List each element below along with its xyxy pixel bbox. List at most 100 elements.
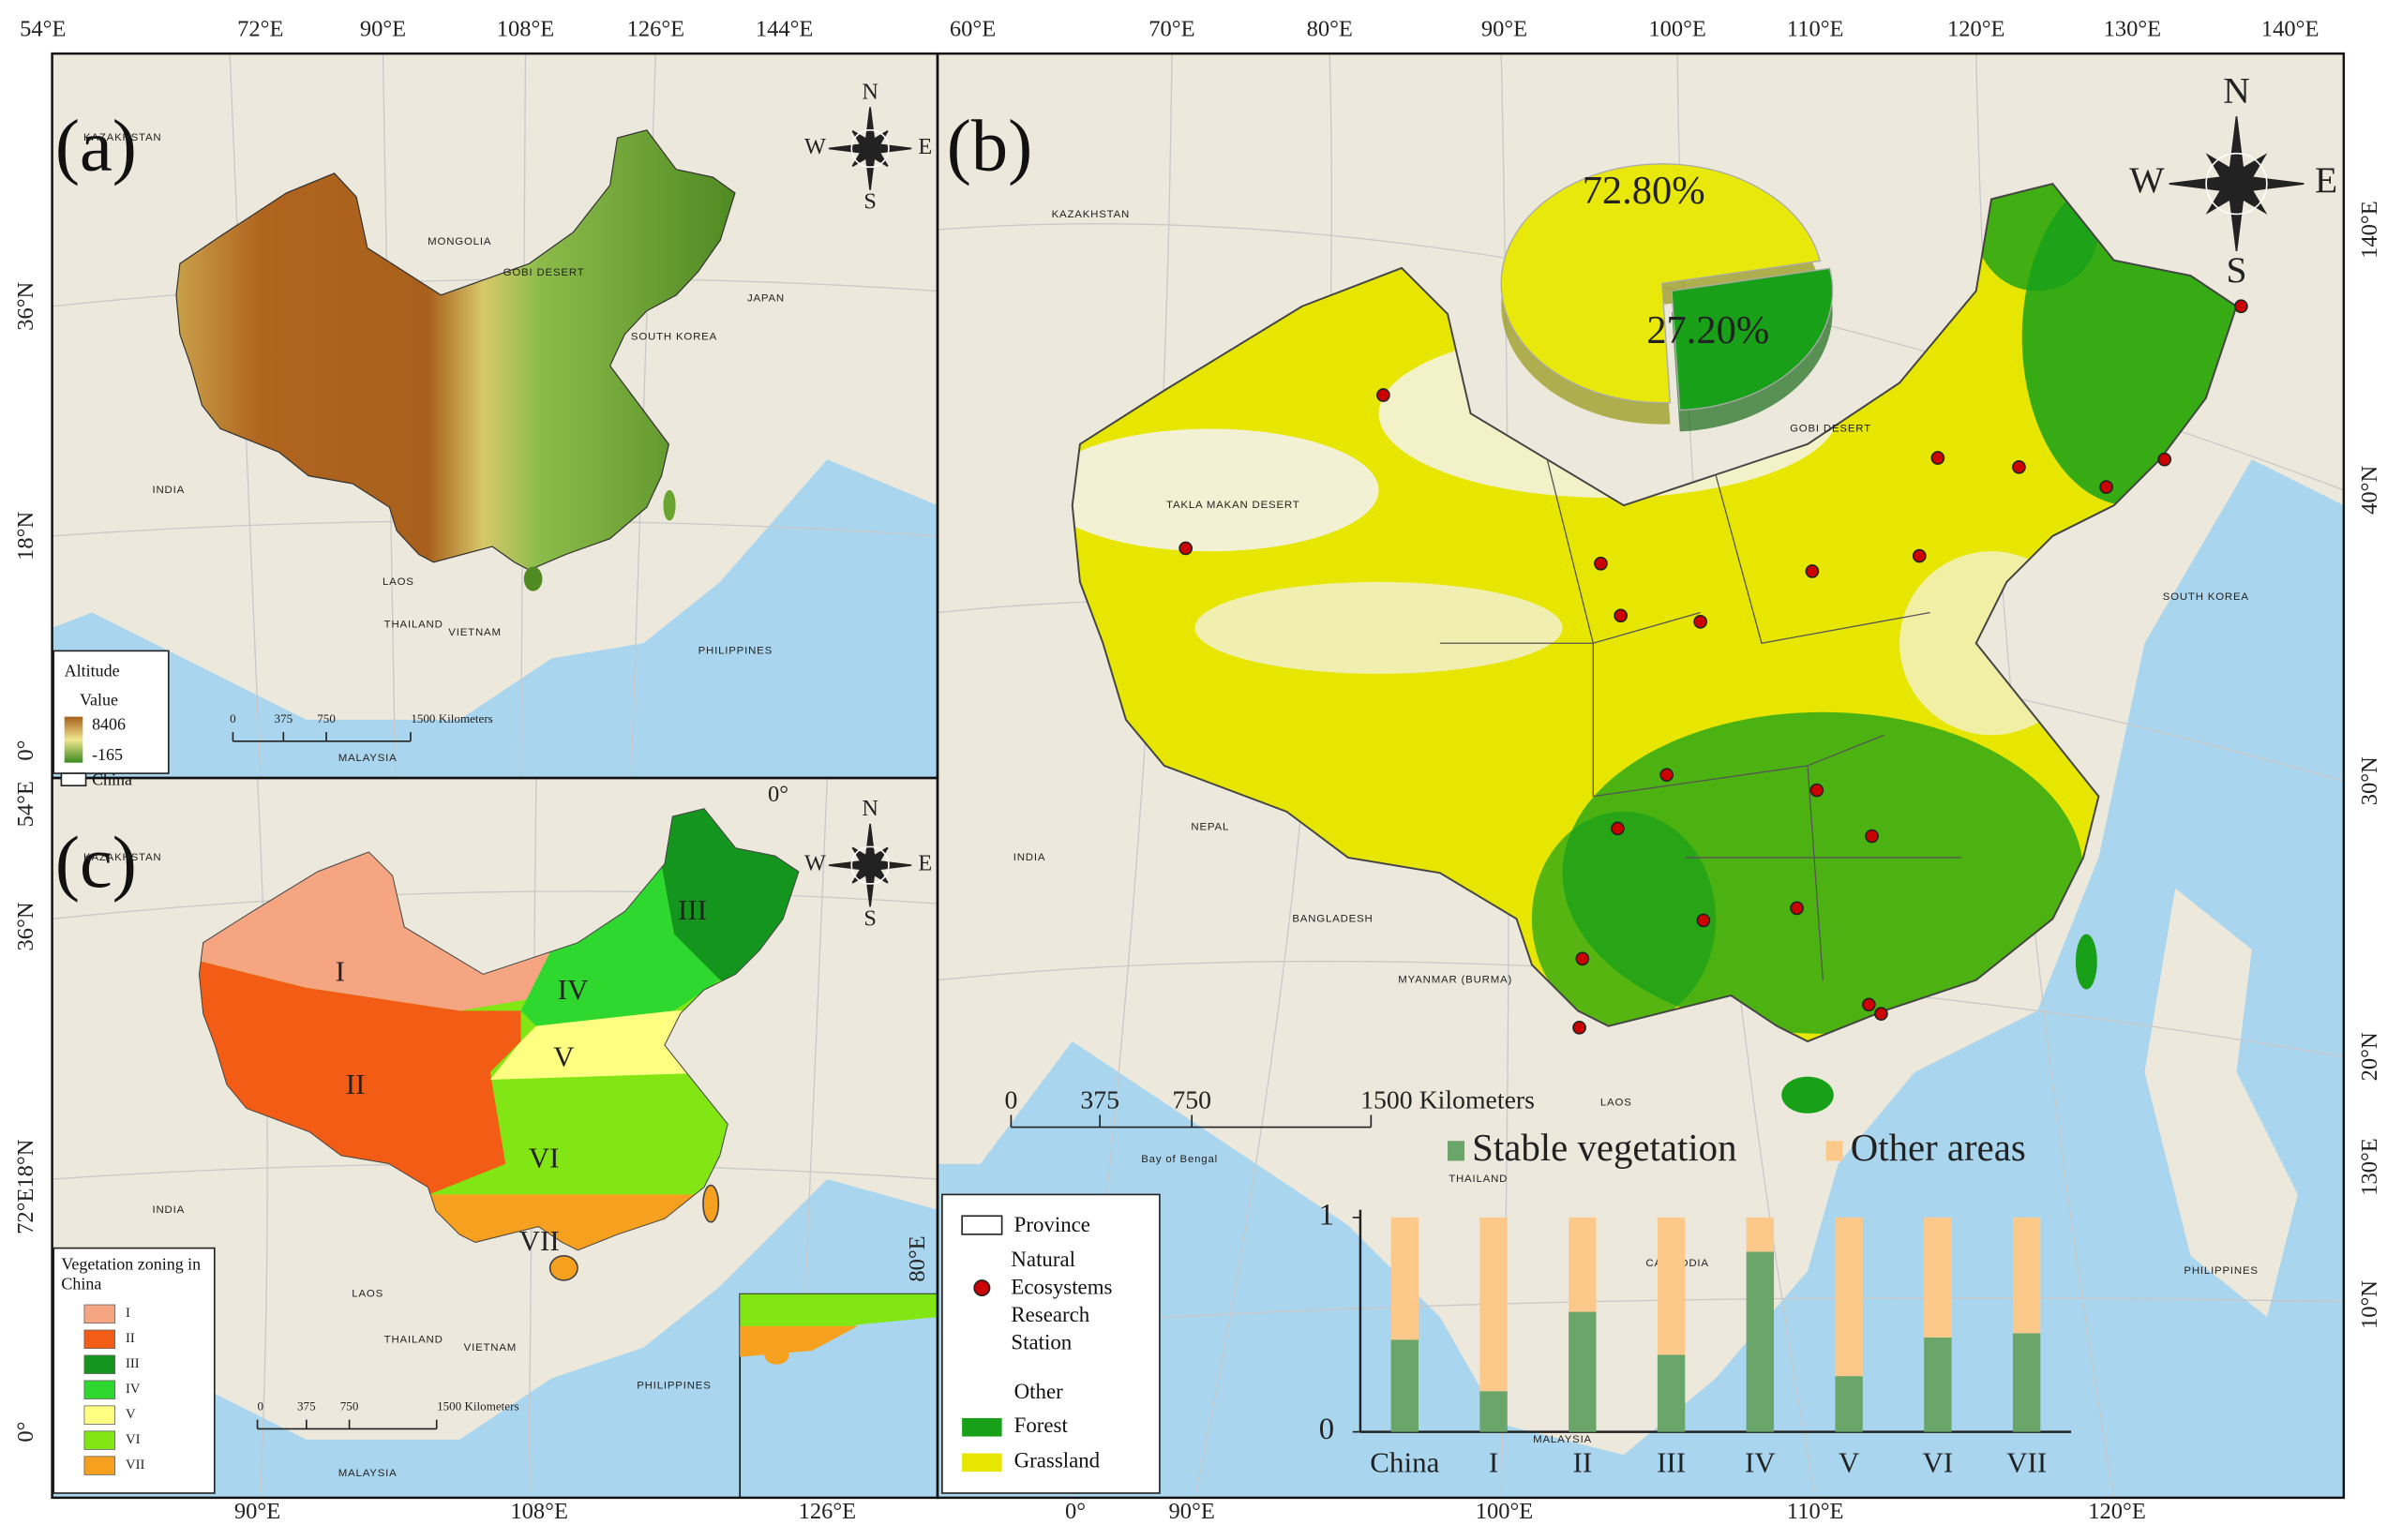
station — [1575, 951, 1590, 966]
place: THAILAND — [384, 620, 443, 631]
place: MALAYSIA — [338, 753, 398, 764]
bar-segment — [1390, 1339, 1419, 1432]
places-c: KAZAKHSTAN INDIA THAILAND VIETNAM LAOS P… — [83, 852, 711, 1479]
bar-segment — [1390, 1217, 1419, 1340]
x-tick-label: III — [1657, 1446, 1686, 1479]
place: INDIA — [1013, 852, 1046, 863]
ticks-a: 54°E 72°E 90°E 108°E 126°E 144°E 36°N 18… — [13, 16, 813, 760]
place: VIETNAM — [464, 1342, 518, 1353]
lon-tick: 0° — [1065, 1499, 1086, 1524]
legend-title-box: Vegetation zoning in China — [61, 1256, 201, 1294]
place: SOUTH KOREA — [631, 331, 717, 342]
places-a: KAZAKHSTAN MONGOLIA INDIA THAILAND VIETN… — [83, 132, 785, 764]
station — [1862, 997, 1876, 1012]
zone-label: I — [336, 954, 345, 987]
lon-tick: 108°E — [497, 16, 555, 41]
panel-label: (c) — [55, 821, 137, 903]
compass-letter: N — [862, 796, 878, 821]
lon-tick: 100°E — [1476, 1499, 1534, 1524]
compass-letter: S — [863, 905, 877, 931]
land-philippines — [2144, 888, 2298, 1318]
place: JAPAN — [747, 293, 785, 305]
legend-ramp — [64, 716, 83, 763]
lon-tick: 126°E — [799, 1499, 857, 1524]
legend-swatch — [60, 772, 87, 786]
place: SOUTH KOREA — [2163, 591, 2249, 603]
x-tick-label: I — [1489, 1446, 1498, 1479]
place: LAOS — [352, 1289, 383, 1300]
lat-tick: 36°N — [13, 281, 38, 330]
station — [1594, 556, 1608, 571]
lon-tick: 110°E — [1787, 1499, 1844, 1524]
station — [1178, 541, 1193, 556]
side-tick: 140°E — [2357, 201, 2382, 259]
place: GOBI DESERT — [1790, 423, 1871, 434]
place: KAZAKHSTAN — [83, 132, 161, 143]
legend-swatch — [961, 1215, 1003, 1235]
station — [2012, 459, 2026, 474]
station — [1696, 913, 1711, 928]
legend-label: VI — [126, 1432, 141, 1447]
place: KAZAKHSTAN — [83, 852, 161, 863]
scale-label: 0 — [258, 1399, 264, 1413]
zone-label: III — [678, 893, 707, 926]
compass-letter: E — [918, 851, 932, 876]
zone-label: V — [553, 1040, 575, 1073]
legend-label: I — [126, 1306, 130, 1321]
lon-tick: 120°E — [1947, 16, 2005, 41]
place: MONGOLIA — [428, 236, 491, 247]
compass: N S W E — [804, 79, 932, 214]
legend-subtitle: Value — [80, 690, 118, 709]
legend-box — [53, 1247, 216, 1494]
lon-tick: 90°E — [234, 1499, 280, 1524]
bar-segment — [2012, 1333, 2041, 1432]
scale-line — [232, 731, 412, 742]
side-tick: 30°N — [2357, 756, 2382, 805]
place: INDIA — [153, 485, 186, 496]
compass-ring — [2205, 152, 2268, 216]
legend-min: -165 — [92, 745, 123, 764]
scale-label: 375 — [275, 711, 293, 725]
place: LAOS — [383, 576, 414, 588]
station — [1930, 451, 1945, 465]
place: THAILAND — [384, 1335, 443, 1346]
legend-label: VII — [126, 1458, 144, 1473]
place: THAILAND — [1449, 1174, 1508, 1185]
legend-max: 8406 — [92, 715, 126, 734]
station — [2099, 480, 2113, 494]
compass-letter: N — [2223, 70, 2250, 112]
inset-island — [764, 1346, 789, 1365]
frame-b — [936, 52, 2346, 1500]
scale-label: 375 — [1080, 1086, 1119, 1115]
ticks-c: 54°E 0° 36°N 72°E18°N 0° 90°E 108°E 126°… — [13, 781, 930, 1524]
zone-label: II — [346, 1068, 366, 1100]
place: VIETNAM — [448, 627, 502, 638]
legend-swatch — [1825, 1141, 1843, 1161]
lon-tick: 120°E — [2088, 1499, 2146, 1524]
place: Bay of Bengal — [1141, 1154, 1218, 1165]
place: INDIA — [153, 1204, 186, 1216]
lon-tick: 80°E — [905, 1235, 930, 1281]
lon-tick: 126°E — [627, 16, 685, 41]
legend-label: V — [126, 1407, 136, 1422]
compass-letter: N — [862, 79, 878, 104]
legend-label: Stable vegetation — [1472, 1127, 1736, 1169]
legend-label: Other areas — [1851, 1127, 2026, 1169]
lon-tick: 140°E — [2261, 16, 2319, 41]
hainan-b — [1781, 1076, 1834, 1114]
legend-label: III — [126, 1356, 140, 1371]
zone-label: VII — [519, 1224, 560, 1257]
legend-swatch — [83, 1430, 116, 1450]
lon-tick: 70°E — [1148, 16, 1194, 41]
taiwan-c — [702, 1184, 720, 1223]
legend-a: Altitude Value 8406 -165 China — [53, 650, 170, 788]
bar-segment — [1479, 1217, 1508, 1392]
compass-letter: E — [2315, 159, 2337, 201]
legend-swatch — [83, 1304, 116, 1324]
legend-label: II — [126, 1331, 135, 1346]
lon-tick: 60°E — [950, 16, 996, 41]
province-lines — [1439, 458, 1961, 980]
lat-tick: 72°E18°N — [13, 1139, 38, 1234]
legend-swatch — [83, 1405, 116, 1425]
compass-letter: W — [804, 134, 826, 159]
